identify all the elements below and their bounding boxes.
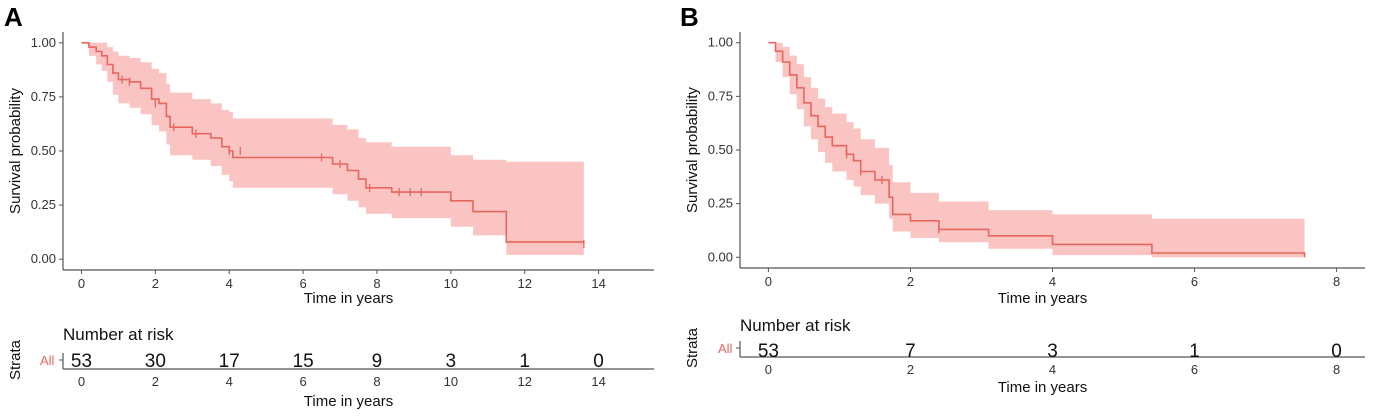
- risk-table-title: Number at risk: [740, 316, 851, 335]
- risk-count: 15: [293, 351, 314, 372]
- x-tick-label: 8: [1333, 274, 1340, 289]
- y-axis-label: Survival probability: [7, 88, 24, 214]
- strata-label: All: [718, 341, 733, 356]
- y-tick-label: 0.25: [708, 196, 733, 211]
- risk-x-tick-label: 4: [1049, 362, 1056, 377]
- risk-x-tick-label: 0: [78, 374, 85, 389]
- strata-axis-label: Strata: [684, 327, 701, 368]
- y-axis-label: Survival probability: [684, 87, 701, 213]
- y-tick-label: 0.00: [31, 251, 56, 266]
- x-tick-label: 4: [1049, 274, 1056, 289]
- risk-x-axis-label: Time in years: [304, 393, 393, 410]
- x-axis-label: Time in years: [304, 290, 393, 307]
- confidence-band: [81, 42, 584, 255]
- y-tick-label: 1.00: [708, 35, 733, 50]
- panel-a-letter: A: [4, 2, 23, 32]
- risk-x-tick-label: 6: [1191, 362, 1198, 377]
- risk-x-tick-label: 8: [1333, 362, 1340, 377]
- y-tick-label: 0.50: [31, 143, 56, 158]
- x-tick-label: 2: [152, 276, 159, 291]
- y-tick-label: 0.75: [708, 88, 733, 103]
- y-tick-label: 0.00: [708, 249, 733, 264]
- y-tick-label: 0.50: [708, 142, 733, 157]
- y-tick-label: 0.75: [31, 89, 56, 104]
- x-tick-label: 0: [765, 274, 772, 289]
- panel-b-chart: 0.00 0.25 0.50 0.75 1.00 0 2 4 6 8 Survival probab…: [684, 32, 1365, 396]
- risk-x-tick-label: 8: [373, 374, 380, 389]
- x-tick-label: 0: [78, 276, 85, 291]
- risk-x-tick-label: 6: [299, 374, 306, 389]
- x-tick-label: 4: [226, 276, 233, 291]
- risk-count: 1: [519, 351, 530, 372]
- x-tick-label: 12: [517, 276, 531, 291]
- confidence-band: [768, 42, 1305, 258]
- risk-count: 0: [1331, 341, 1342, 362]
- risk-x-tick-label: 10: [444, 374, 458, 389]
- risk-x-tick-label: 0: [765, 362, 772, 377]
- risk-count: 7: [905, 341, 916, 362]
- x-tick-label: 10: [444, 276, 458, 291]
- risk-count: 3: [1047, 341, 1058, 362]
- risk-x-axis-label: Time in years: [998, 379, 1087, 396]
- risk-count: 53: [758, 341, 779, 362]
- risk-count: 9: [372, 351, 383, 372]
- risk-count: 30: [145, 351, 166, 372]
- survival-curve: [81, 42, 585, 244]
- y-tick-label: 0.25: [31, 197, 56, 212]
- risk-count: 17: [219, 351, 240, 372]
- survival-curve: [768, 41, 1306, 258]
- x-axis-label: Time in years: [998, 290, 1087, 307]
- risk-table-title: Number at risk: [63, 325, 174, 344]
- panel-a-chart: 0.000.250.500.751.000 2 4 6 8 10 12 14Survival …: [7, 32, 654, 410]
- risk-count: 53: [71, 351, 92, 372]
- risk-count: 3: [446, 351, 457, 372]
- y-tick-label: 1.00: [31, 35, 56, 50]
- panel-b-letter: B: [680, 2, 699, 32]
- risk-x-tick-label: 14: [591, 374, 605, 389]
- x-tick-label: 8: [373, 276, 380, 291]
- x-tick-label: 6: [299, 276, 306, 291]
- risk-count: 0: [593, 351, 604, 372]
- risk-count: 1: [1189, 341, 1200, 362]
- strata-axis-label: Strata: [7, 339, 24, 380]
- risk-x-tick-label: 12: [517, 374, 531, 389]
- x-tick-label: 2: [907, 274, 914, 289]
- risk-x-tick-label: 2: [907, 362, 914, 377]
- risk-x-tick-label: 4: [226, 374, 233, 389]
- x-tick-label: 6: [1191, 274, 1198, 289]
- x-tick-label: 14: [591, 276, 605, 291]
- risk-x-tick-label: 2: [152, 374, 159, 389]
- strata-label: All: [40, 353, 55, 368]
